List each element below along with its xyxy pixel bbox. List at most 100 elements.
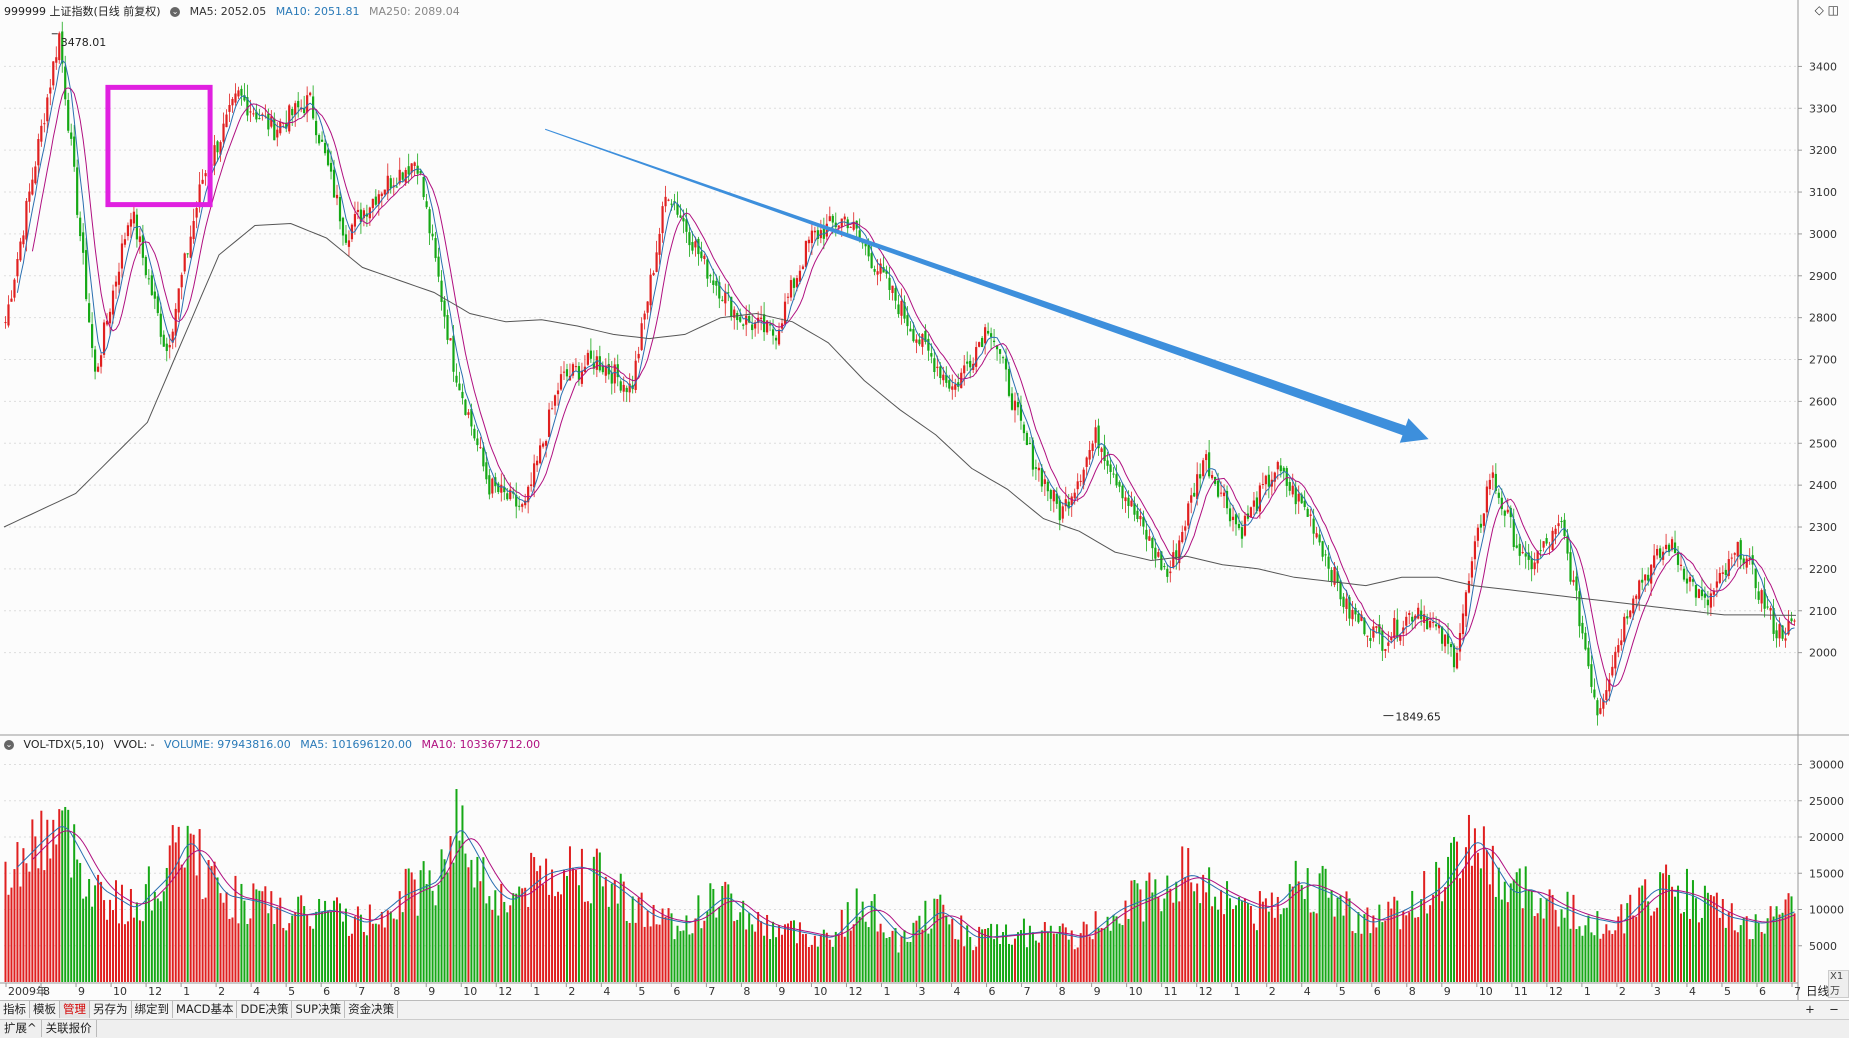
- tab-indicator[interactable]: 指标: [0, 1001, 30, 1018]
- candle-body: [1267, 474, 1270, 487]
- window-icon[interactable]: ◫: [1827, 3, 1839, 17]
- volume-bar: [622, 881, 625, 982]
- tab-dde[interactable]: DDE决策: [237, 1001, 293, 1018]
- candle-body: [1228, 508, 1232, 522]
- zoom-out-button[interactable]: −: [1829, 1002, 1839, 1016]
- volume-bar: [189, 833, 192, 982]
- volume-bar: [461, 805, 464, 982]
- tab-fund[interactable]: 资金决策: [345, 1001, 399, 1018]
- volume-bar: [565, 875, 568, 982]
- candle-body: [801, 266, 805, 270]
- x-tick-label: 10: [113, 985, 127, 998]
- volume-bar: [1276, 896, 1279, 982]
- volume-bar: [873, 894, 876, 982]
- volume-bar: [219, 893, 222, 982]
- candle-body: [19, 241, 22, 261]
- candle-body: [978, 342, 981, 347]
- volume-bar: [643, 926, 646, 982]
- volume-bar: [297, 896, 300, 982]
- volume-bar: [1052, 933, 1055, 982]
- candle-body: [180, 274, 183, 288]
- volume-bar: [509, 905, 512, 982]
- ma5-line: [16, 59, 1795, 703]
- tab-template[interactable]: 模板: [30, 1001, 60, 1018]
- candle-body: [473, 428, 476, 439]
- volume-bar: [1408, 912, 1411, 982]
- tab-macd[interactable]: MACD基本: [173, 1001, 238, 1018]
- ma-toggle-icon[interactable]: ⌄: [170, 7, 181, 17]
- volume-bar: [1569, 928, 1572, 982]
- volume-bar: [437, 884, 440, 982]
- volume-bar: [742, 900, 745, 982]
- volume-unit-label: X1万: [1828, 970, 1849, 998]
- candle-body: [1139, 515, 1142, 520]
- candle-body: [138, 236, 141, 243]
- volume-bar: [452, 862, 455, 982]
- volume-bar: [434, 905, 437, 982]
- candle-body: [1043, 479, 1046, 484]
- volume-bar: [428, 870, 431, 982]
- candle-body: [282, 122, 285, 124]
- chart-area[interactable]: 2000 2100 2200 2300 2400 2500 2600 2700 2800 2900…: [0, 0, 1849, 1000]
- volume-bar: [1420, 899, 1423, 982]
- candle-body: [353, 214, 357, 227]
- candle-body: [751, 324, 754, 331]
- volume-bar: [1324, 868, 1327, 982]
- tab-expand[interactable]: 扩展^: [0, 1020, 42, 1037]
- candle-body: [1172, 552, 1175, 568]
- candle-body: [1118, 481, 1121, 487]
- candle-body: [960, 372, 963, 389]
- candle-body: [1115, 474, 1118, 486]
- volume-bar: [1115, 916, 1118, 982]
- vol-toggle-icon[interactable]: ⌄: [4, 740, 14, 750]
- period-label[interactable]: 日线: [1806, 984, 1829, 998]
- candle-body: [1626, 616, 1629, 619]
- candle-body: [1351, 609, 1354, 620]
- price-tick-label: 3400: [1809, 60, 1837, 73]
- volume-bar: [1530, 890, 1533, 982]
- volume-bar: [646, 910, 649, 982]
- tab-save-as[interactable]: 另存为: [90, 1001, 132, 1018]
- volume-bar: [300, 895, 303, 982]
- candle-body: [1237, 523, 1241, 529]
- volume-bar: [1085, 924, 1088, 982]
- candle-body: [431, 233, 434, 237]
- ma10-legend: MA10: 2051.81: [275, 5, 360, 18]
- candle-body: [291, 109, 294, 116]
- volume-bar: [855, 888, 858, 982]
- candle-body: [664, 196, 667, 207]
- candle-body: [1605, 690, 1608, 700]
- candle-body: [712, 280, 715, 286]
- tab-manage[interactable]: 管理: [60, 1001, 90, 1018]
- volume-bar: [939, 894, 942, 982]
- tab-sup[interactable]: SUP决策: [292, 1001, 346, 1018]
- volume-bar: [368, 904, 371, 982]
- candle-body: [1440, 626, 1444, 644]
- volume-bar: [652, 904, 655, 982]
- zoom-in-button[interactable]: +: [1805, 1002, 1815, 1016]
- candle-body: [326, 149, 330, 166]
- volume-bar: [204, 897, 207, 982]
- candle-body: [1160, 551, 1163, 570]
- candle-body: [79, 217, 82, 237]
- candle-body: [1040, 467, 1043, 487]
- volume-bar: [1049, 925, 1052, 982]
- volume-bar: [1226, 881, 1229, 982]
- volume-bar: [1587, 915, 1590, 982]
- candle-body: [709, 274, 712, 277]
- volume-bar: [49, 858, 52, 982]
- tab-related-quote[interactable]: 关联报价: [42, 1020, 97, 1037]
- candle-body: [1647, 574, 1650, 581]
- candle-body: [1581, 622, 1584, 634]
- volume-bar: [159, 901, 162, 982]
- volume-bar: [1781, 912, 1784, 982]
- volume-bar: [261, 891, 264, 982]
- volume-bar: [1503, 881, 1506, 982]
- price-tick-label: 2700: [1809, 354, 1837, 367]
- candle-body: [1452, 645, 1456, 668]
- volume-bar: [1605, 924, 1608, 982]
- tab-bind-to[interactable]: 绑定到: [132, 1001, 173, 1018]
- diamond-icon[interactable]: ◇: [1814, 3, 1824, 17]
- volume-bar: [619, 873, 622, 982]
- volume-bar: [792, 920, 795, 982]
